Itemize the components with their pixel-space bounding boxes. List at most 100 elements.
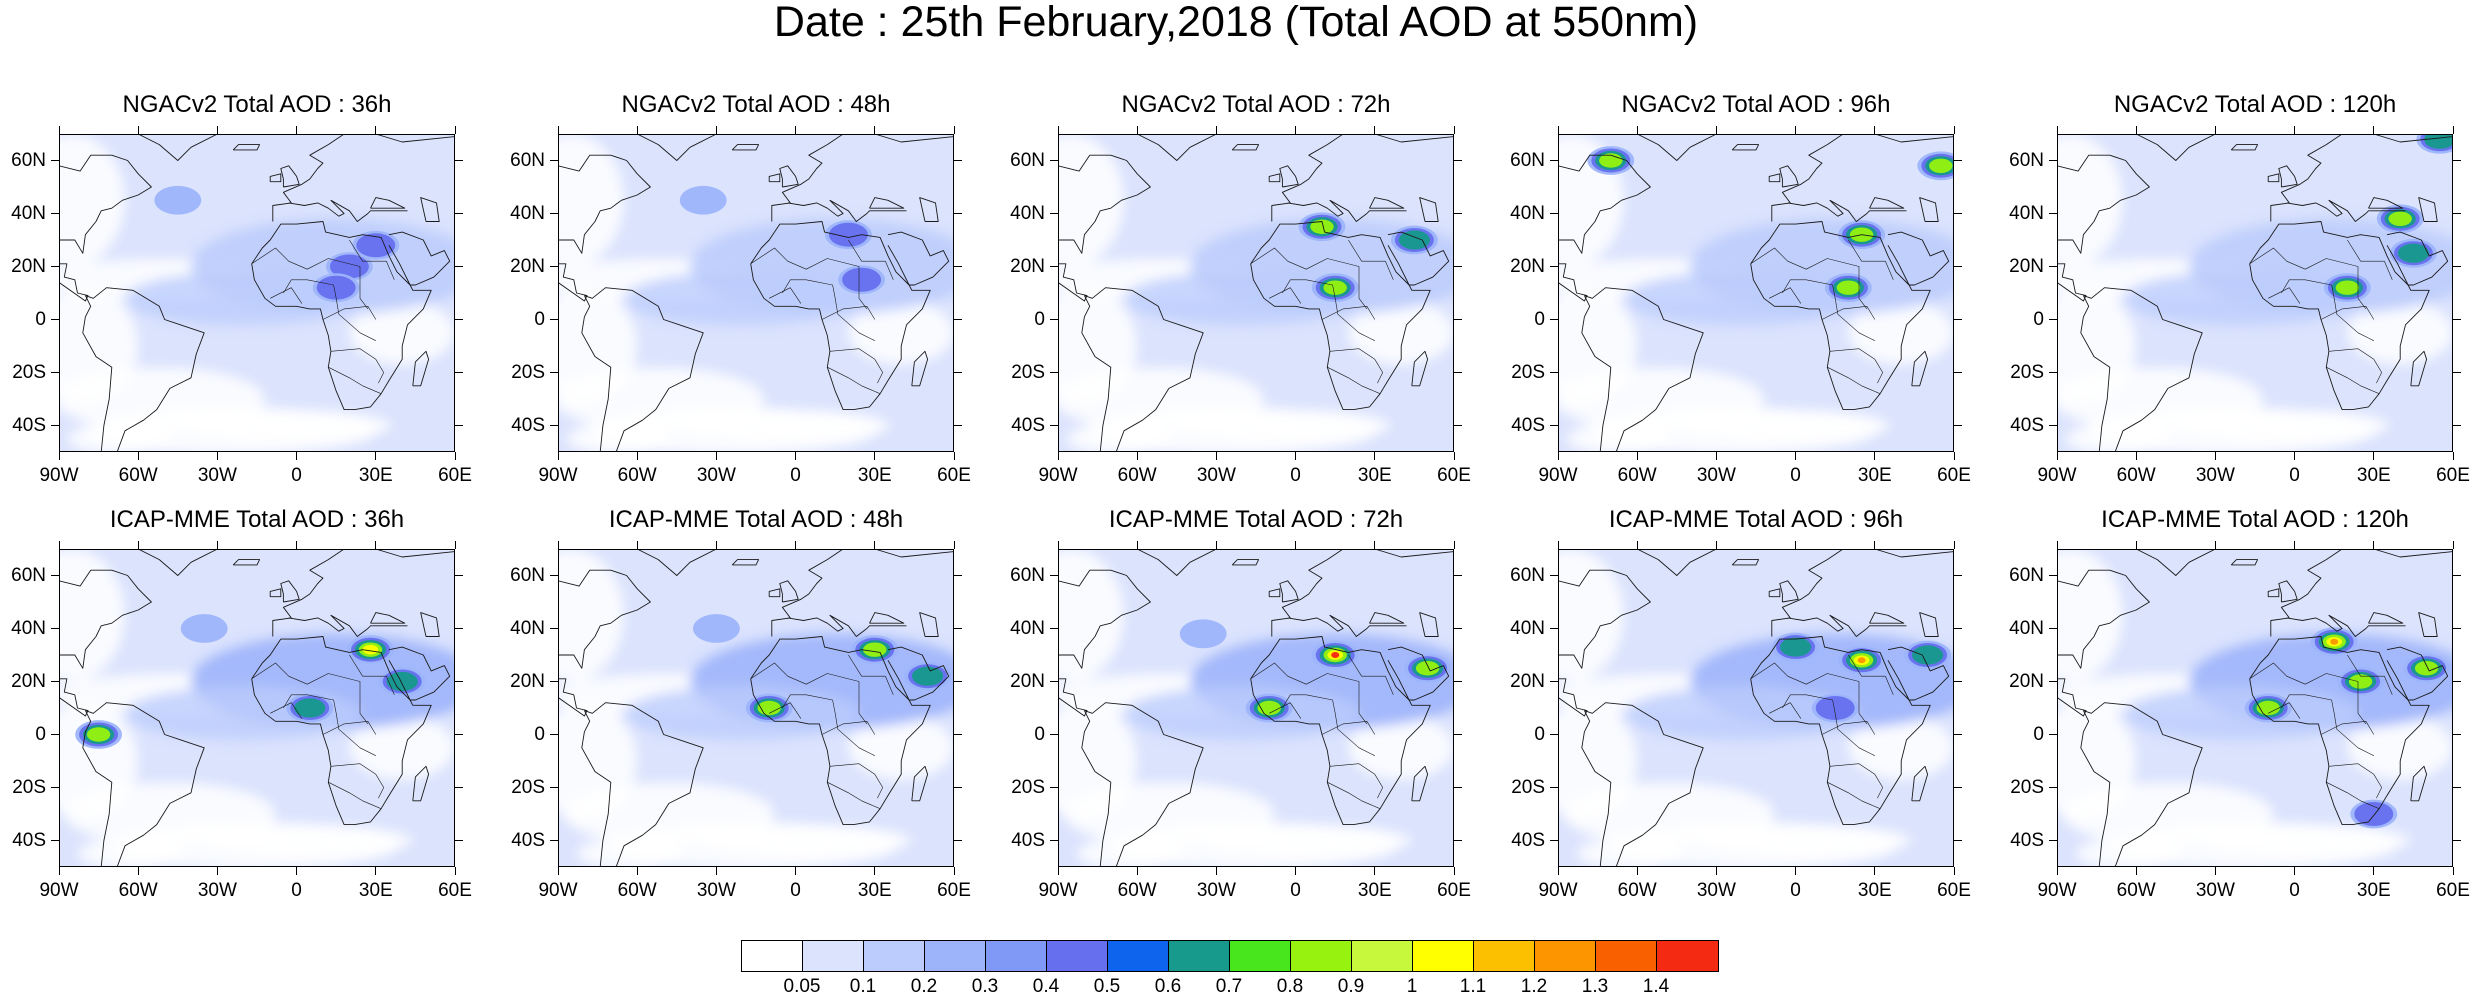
country-border	[330, 348, 385, 384]
clear-sky-patch	[565, 422, 672, 452]
country-border	[1321, 721, 1376, 735]
colorbar-label: 0.7	[1215, 976, 1243, 997]
coastline	[779, 580, 799, 603]
y-tick-label: 60N	[11, 564, 46, 586]
coastline	[1081, 702, 1204, 867]
x-tick	[137, 126, 139, 134]
y-tick	[2453, 734, 2461, 735]
colorbar	[741, 940, 1719, 972]
y-tick	[1050, 787, 1058, 788]
colorbar-swatch	[1596, 941, 1657, 971]
x-tick	[1953, 452, 1955, 460]
coastline	[420, 612, 440, 637]
country-border	[1782, 694, 1875, 756]
y-tick-label: 20S	[511, 776, 545, 798]
aod-hotspot	[294, 698, 326, 718]
country-border	[2320, 306, 2375, 320]
y-tick	[550, 319, 558, 320]
y-tick-label: 60N	[2009, 149, 2044, 171]
y-tick-label: 40N	[1010, 617, 1045, 639]
coastline	[911, 765, 929, 802]
country-border	[821, 721, 876, 735]
y-tick	[1050, 734, 1058, 735]
coastline	[1731, 144, 1760, 151]
y-tick-label: 20N	[1510, 255, 1545, 277]
y-tick	[2049, 319, 2057, 320]
y-tick	[550, 425, 558, 426]
x-tick-label: 0	[790, 880, 801, 901]
x-tick-label: 90W	[1038, 465, 1078, 486]
y-tick	[550, 213, 558, 214]
colorbar-swatch	[742, 941, 803, 971]
clear-sky-patch	[66, 422, 173, 452]
x-tick	[2214, 452, 2216, 460]
y-tick	[51, 628, 59, 629]
y-tick-label: 20N	[1010, 670, 1045, 692]
colorbar-swatch	[1169, 941, 1230, 971]
coastline	[2410, 765, 2428, 802]
coastline	[269, 588, 282, 598]
dust-plume	[2123, 271, 2361, 325]
y-tick-label: 20N	[2009, 255, 2044, 277]
x-tick	[454, 867, 456, 875]
clear-sky-patch	[59, 134, 125, 267]
aod-hotspot	[154, 185, 202, 215]
x-tick-label: 30E	[358, 880, 393, 901]
dust-plume	[1124, 686, 1362, 740]
colorbar-swatch	[1657, 941, 1718, 971]
clear-sky-patch	[201, 824, 413, 857]
x-tick	[375, 867, 377, 875]
country-border	[829, 763, 884, 799]
coastline	[388, 646, 451, 701]
x-tick-label: 0	[790, 465, 801, 486]
panel-title: ICAP-MME Total AOD : 120h	[2101, 506, 2409, 533]
country-border	[2281, 694, 2374, 756]
y-tick	[1454, 840, 1462, 841]
y-tick	[2049, 734, 2057, 735]
y-tick-label: 40S	[12, 414, 46, 436]
x-tick	[953, 867, 955, 875]
country-border	[322, 721, 377, 735]
aod-hotspot	[1398, 230, 1430, 250]
coastline	[1081, 287, 1204, 452]
x-tick	[1953, 867, 1955, 875]
country-border	[283, 694, 376, 756]
y-tick	[455, 372, 463, 373]
x-tick	[2135, 452, 2137, 460]
coastline	[2286, 199, 2406, 222]
x-tick	[953, 126, 955, 134]
country-border	[750, 662, 868, 725]
aod-hotspot	[1857, 657, 1866, 664]
y-tick	[1550, 319, 1558, 320]
x-tick-label: 30W	[1696, 880, 1736, 901]
coastline	[1887, 646, 1950, 701]
y-tick	[2453, 681, 2461, 682]
country-border	[827, 781, 881, 809]
y-tick	[1454, 266, 1462, 267]
map-frame	[59, 549, 455, 867]
coastline	[911, 350, 929, 387]
y-tick-label: 0	[1534, 723, 1545, 745]
map-frame	[1058, 134, 1454, 452]
clear-sky-patch	[2057, 134, 2123, 267]
country-border	[2268, 702, 2301, 719]
map-frame	[2057, 549, 2453, 867]
coastline	[272, 549, 455, 637]
map-frame	[558, 549, 954, 867]
x-tick-label: 60E	[1937, 880, 1971, 901]
clear-sky-patch	[1679, 409, 1891, 442]
country-border	[1329, 348, 1384, 384]
country-border	[1327, 781, 1381, 809]
aod-hotspot	[1815, 696, 1855, 720]
aod-hotspot	[679, 185, 727, 215]
x-tick	[2373, 452, 2375, 460]
x-tick-label: 60W	[617, 465, 657, 486]
y-tick	[550, 575, 558, 576]
x-tick-label: 60W	[1117, 465, 1157, 486]
x-tick-label: 30W	[2195, 465, 2235, 486]
clear-sky-patch	[1065, 422, 1172, 452]
coastline	[1387, 646, 1450, 701]
x-tick	[2294, 452, 2296, 460]
clear-sky-patch	[1576, 837, 1683, 867]
x-tick	[715, 452, 717, 460]
